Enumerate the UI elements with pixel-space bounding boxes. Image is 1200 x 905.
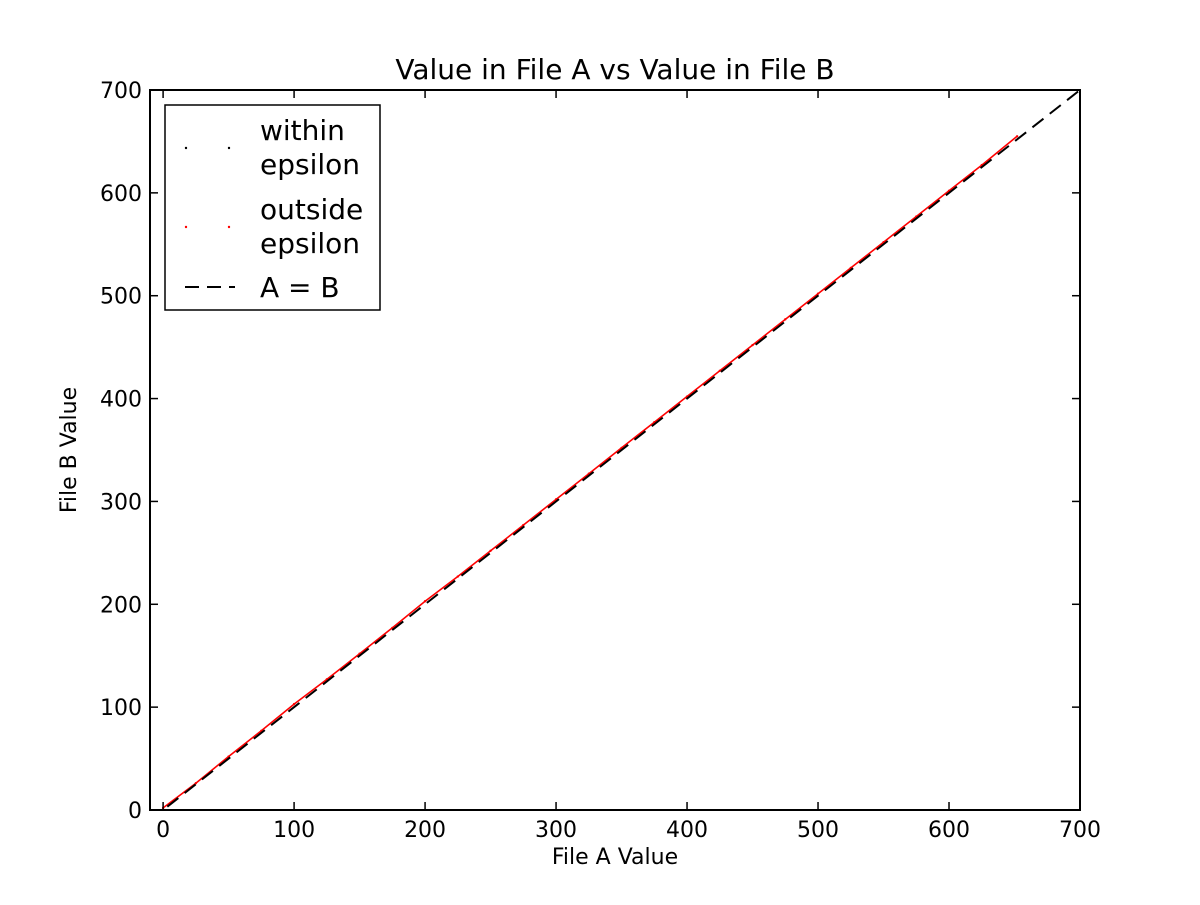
x-tick-label: 300	[535, 818, 577, 843]
outside-epsilon-point	[489, 549, 492, 552]
x-tick-label: 700	[1059, 818, 1101, 843]
x-tick-label: 400	[666, 818, 708, 843]
outside-epsilon-point	[292, 702, 296, 706]
outside-epsilon-point	[456, 575, 460, 578]
legend-box	[164, 104, 381, 311]
y-tick-label: 400	[100, 388, 142, 413]
outside-epsilon-point	[194, 782, 198, 785]
plot-frame	[149, 89, 1081, 811]
outside-epsilon-point	[784, 318, 787, 321]
legend-marker	[227, 225, 231, 229]
x-tick-label: 200	[404, 818, 446, 843]
outside-epsilon-point	[1015, 135, 1019, 138]
outside-epsilon-point	[423, 600, 427, 603]
y-axis-label: File B Value	[57, 387, 82, 513]
x-tick-label: 100	[273, 818, 315, 843]
legend-label: A = B	[260, 271, 340, 304]
outside-epsilon-point	[816, 292, 820, 295]
axis-ticks: 0 100 200 300 400 500 600 700 0 100 200 300 400 500 60…	[100, 79, 1101, 843]
legend-marker	[184, 225, 188, 229]
outside-epsilon-point	[718, 369, 721, 372]
chart-title: Value in File A vs Value in File B	[395, 53, 834, 86]
x-axis-label: File A Value	[552, 845, 678, 870]
legend-label: outside epsilon	[260, 193, 363, 260]
x-tick-label: 600	[928, 818, 970, 843]
outside-epsilon-point	[522, 523, 525, 527]
legend-marker	[227, 146, 231, 150]
y-tick-label: 600	[100, 182, 142, 207]
x-tick-label: 0	[156, 818, 170, 843]
x-tick-label: 500	[797, 818, 839, 843]
y-tick-label: 500	[100, 285, 142, 310]
y-tick-label: 200	[100, 593, 142, 618]
legend-marker	[184, 146, 188, 150]
outside-epsilon-point	[751, 343, 754, 347]
plot-data	[161, 90, 1080, 810]
y-tick-label: 0	[128, 799, 142, 824]
legend-label: within epsilon	[260, 114, 360, 181]
legend: within epsilon outside epsilon A = B	[164, 104, 381, 311]
y-tick-label: 100	[100, 696, 142, 721]
y-tick-label: 700	[100, 79, 142, 104]
y-tick-label: 300	[100, 490, 142, 515]
